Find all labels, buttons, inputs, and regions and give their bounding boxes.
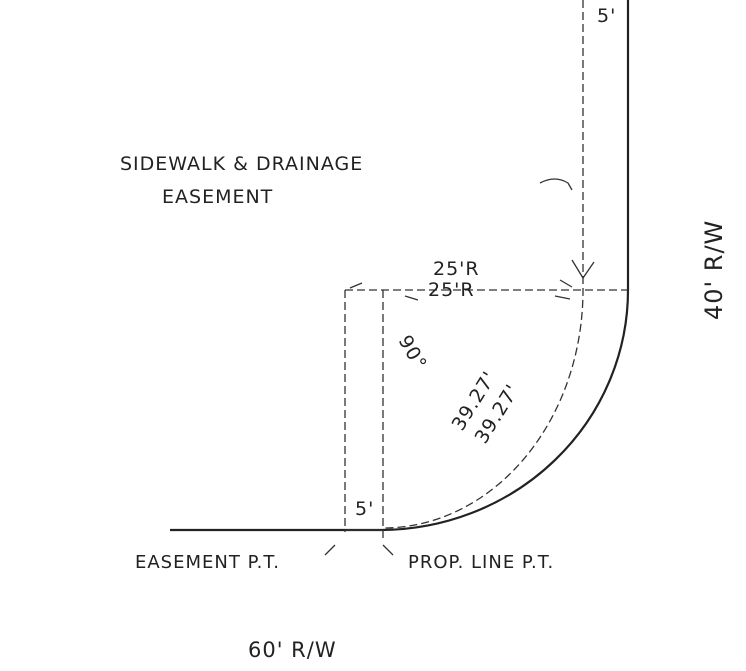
- easement-line: [382, 0, 584, 529]
- label: 5': [355, 498, 374, 520]
- label: EASEMENT P.T.: [135, 552, 280, 573]
- label: SIDEWALK & DRAINAGE: [120, 153, 363, 175]
- label: 90°: [394, 332, 431, 375]
- label: PROP. LINE P.T.: [408, 552, 554, 573]
- label: 60' R/W: [248, 638, 337, 662]
- label: EASEMENT: [162, 186, 273, 208]
- pt-ticks: [324, 544, 394, 556]
- label: 25'R: [428, 279, 475, 301]
- dimension-ticks: [349, 279, 573, 301]
- arrow: [571, 259, 595, 280]
- label: 40' R/W: [700, 220, 728, 320]
- leader: [539, 178, 573, 191]
- label: 5': [597, 5, 616, 27]
- label: 25'R: [433, 258, 480, 280]
- property-line: [170, 0, 630, 532]
